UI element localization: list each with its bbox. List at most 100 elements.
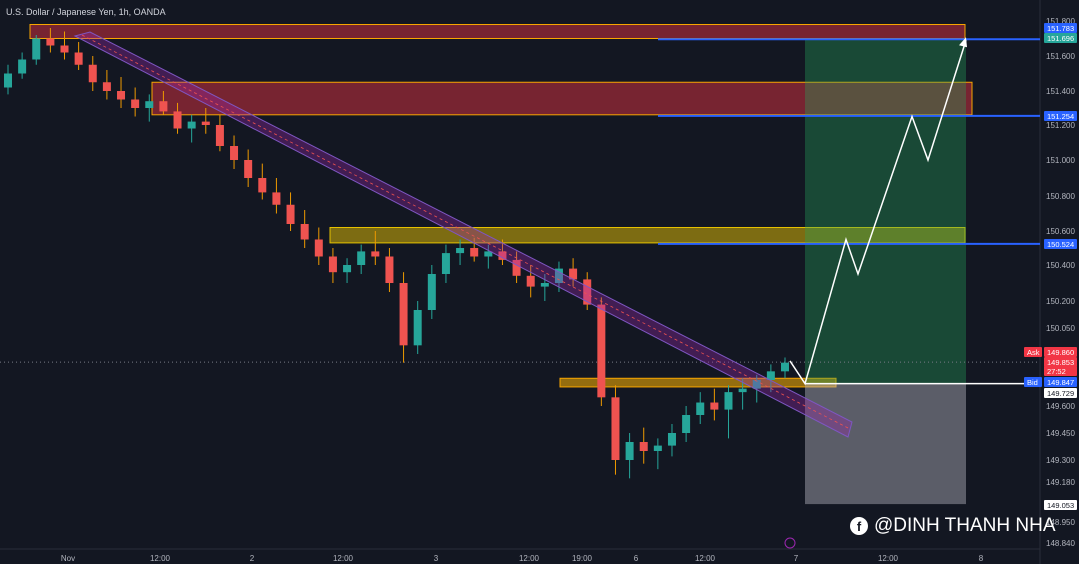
x-tick-label: 12:00 bbox=[695, 554, 716, 563]
candle-body bbox=[328, 256, 337, 273]
watermark: f @DINH THANH NHA bbox=[850, 515, 1056, 537]
candle-body bbox=[667, 433, 676, 446]
candle-body bbox=[32, 38, 41, 60]
price-label-box bbox=[1044, 111, 1077, 121]
price-label: 149.853 bbox=[1047, 358, 1074, 367]
candle-body bbox=[230, 146, 239, 160]
candle-body bbox=[738, 388, 747, 393]
candle-body bbox=[752, 380, 761, 389]
x-tick-label: 12:00 bbox=[150, 554, 171, 563]
y-tick-label: 149.300 bbox=[1046, 456, 1075, 465]
candle-body bbox=[413, 310, 422, 346]
candle-body bbox=[201, 121, 210, 125]
price-tag: Ask bbox=[1027, 348, 1040, 357]
projection-path bbox=[789, 40, 967, 386]
price-label: 149.847 bbox=[1047, 378, 1074, 387]
price-tag-box bbox=[1024, 347, 1042, 357]
x-tick-label: 2 bbox=[250, 554, 255, 563]
y-tick-label: 149.600 bbox=[1046, 402, 1075, 411]
candle-body bbox=[244, 160, 253, 178]
x-tick-label: Nov bbox=[61, 554, 75, 563]
candle-body bbox=[272, 192, 281, 205]
x-tick-label: 12:00 bbox=[519, 554, 540, 563]
candle-body bbox=[554, 268, 563, 283]
stop-zone bbox=[805, 383, 966, 505]
candle-body bbox=[441, 253, 450, 274]
price-label-box bbox=[1044, 500, 1077, 510]
candle-body bbox=[18, 59, 27, 74]
candle-body bbox=[781, 362, 789, 372]
candle-body bbox=[385, 256, 394, 283]
candle-body bbox=[583, 279, 592, 305]
x-tick-label: 7 bbox=[794, 554, 799, 563]
price-label-box bbox=[1044, 347, 1077, 357]
candle-body bbox=[696, 402, 705, 415]
projection-arrowhead bbox=[959, 37, 967, 48]
y-tick-label: 150.050 bbox=[1046, 324, 1075, 333]
price-label-box bbox=[1044, 388, 1077, 398]
candle-body bbox=[625, 442, 634, 460]
price-label: 149.860 bbox=[1047, 348, 1074, 357]
price-tag-box bbox=[1024, 377, 1042, 387]
price-label-box bbox=[1044, 23, 1077, 33]
y-tick-label: 151.800 bbox=[1046, 17, 1075, 26]
x-tick-label: 8 bbox=[979, 554, 984, 563]
price-label-box bbox=[1044, 33, 1077, 43]
price-tag: Bid bbox=[1027, 378, 1038, 387]
candle-body bbox=[653, 445, 662, 451]
y-tick-label: 151.200 bbox=[1046, 121, 1075, 130]
candle-body bbox=[88, 64, 97, 83]
candle-body bbox=[710, 402, 719, 410]
candle-body bbox=[399, 283, 408, 346]
candle-body bbox=[258, 178, 267, 193]
candle-body bbox=[117, 91, 126, 100]
x-tick-label: 19:00 bbox=[572, 554, 593, 563]
candle-body bbox=[639, 442, 648, 451]
y-tick-label: 151.600 bbox=[1046, 52, 1075, 61]
price-label: 151.783 bbox=[1047, 24, 1074, 33]
descending-channel bbox=[73, 31, 853, 438]
price-label: 149.729 bbox=[1047, 389, 1074, 398]
candle-body bbox=[46, 38, 55, 46]
candle-body bbox=[102, 82, 111, 91]
y-tick-label: 148.840 bbox=[1046, 539, 1075, 548]
candle-body bbox=[427, 274, 436, 310]
y-tick-label: 149.180 bbox=[1046, 478, 1075, 487]
candle-body bbox=[371, 251, 380, 257]
candle-body bbox=[484, 251, 493, 257]
resistance-zone bbox=[329, 227, 966, 244]
y-tick-label: 150.200 bbox=[1046, 297, 1075, 306]
y-tick-label: 150.600 bbox=[1046, 227, 1075, 236]
support-zone bbox=[559, 377, 837, 388]
y-tick-label: 148.950 bbox=[1046, 518, 1075, 527]
candle-body bbox=[540, 283, 549, 287]
x-tick-label: 12:00 bbox=[333, 554, 354, 563]
watermark-text: @DINH THANH NHA bbox=[874, 515, 1056, 536]
price-label-box bbox=[1044, 357, 1077, 367]
price-label: 150.524 bbox=[1047, 240, 1074, 249]
candle-body bbox=[145, 101, 154, 108]
candle-body bbox=[724, 392, 733, 410]
candle-body bbox=[611, 397, 620, 460]
candle-body bbox=[74, 52, 83, 65]
candle-body bbox=[682, 415, 691, 433]
candle-body bbox=[187, 121, 196, 129]
resistance-zone bbox=[29, 24, 966, 39]
candle-body bbox=[286, 204, 295, 224]
candle-body bbox=[569, 268, 578, 280]
candle-body bbox=[4, 73, 12, 88]
price-label-box bbox=[1044, 366, 1077, 376]
y-tick-label: 150.800 bbox=[1046, 192, 1075, 201]
price-label: 149.053 bbox=[1047, 501, 1074, 510]
price-label: 27:52 bbox=[1047, 367, 1066, 376]
x-tick-label: 3 bbox=[434, 554, 439, 563]
y-tick-label: 150.400 bbox=[1046, 261, 1075, 270]
candle-body bbox=[456, 248, 465, 254]
candle-body bbox=[159, 101, 168, 112]
price-label: 151.254 bbox=[1047, 112, 1074, 121]
price-label: 151.696 bbox=[1047, 34, 1074, 43]
candle-body bbox=[314, 239, 323, 257]
candle-body bbox=[60, 45, 69, 53]
y-tick-label: 149.450 bbox=[1046, 429, 1075, 438]
